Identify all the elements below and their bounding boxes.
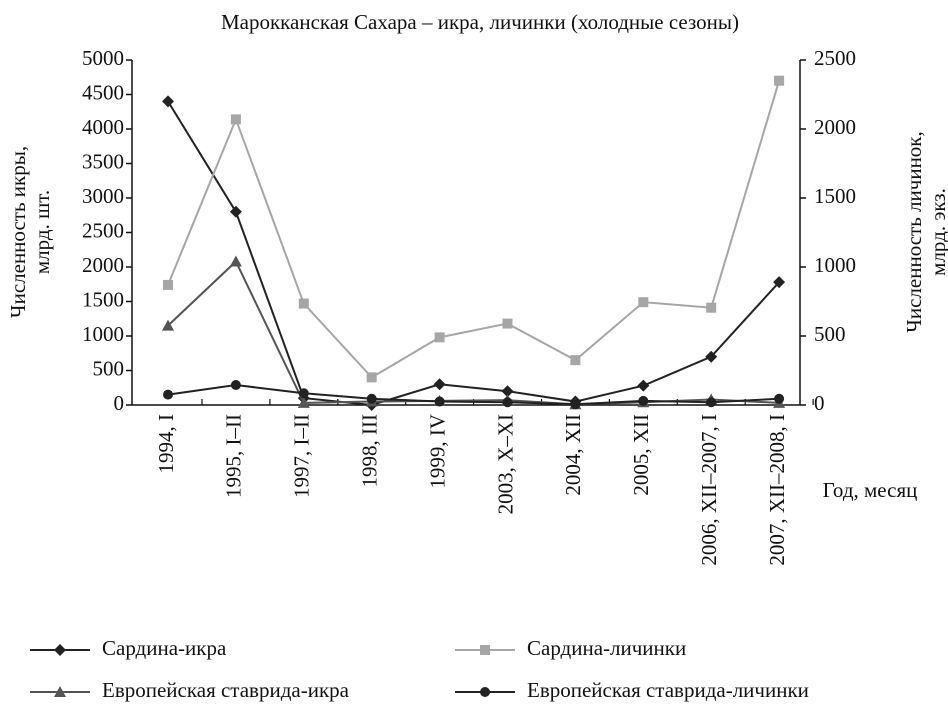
y2-tick-label: 2000 (814, 115, 856, 139)
marker (706, 397, 717, 408)
y-tick-label: 2500 (82, 218, 124, 242)
y-tick-label: 1500 (82, 287, 124, 311)
marker (366, 393, 377, 404)
marker (637, 379, 650, 392)
y-axis-label: Численность икры, (6, 146, 30, 318)
y2-tick-label: 1500 (814, 184, 856, 208)
marker (162, 95, 174, 108)
marker (480, 645, 490, 655)
marker (774, 75, 785, 86)
marker (162, 319, 174, 331)
marker (230, 379, 241, 390)
marker (298, 298, 309, 309)
y-tick-label: 2000 (82, 253, 124, 277)
legend-label: Сардина-икра (102, 636, 227, 660)
x-tick-label: 1994, I (154, 414, 178, 474)
marker (501, 385, 514, 398)
marker (570, 399, 581, 410)
marker (230, 114, 241, 125)
series-line (167, 100, 780, 407)
marker (774, 393, 785, 404)
y-tick-label: 5000 (82, 46, 124, 70)
y-tick-label: 0 (114, 391, 125, 415)
x-tick-label: 2006, XII–2007, I (697, 414, 721, 566)
series-line (167, 259, 780, 406)
x-tick-label: 1997, I–II (290, 414, 314, 498)
y2-axis-label: Численность личинок, (902, 131, 926, 333)
y2-axis-label: млрд. экз. (926, 188, 948, 276)
y2-tick-label: 500 (814, 322, 846, 346)
marker (570, 355, 581, 366)
y-tick-label: 3500 (82, 149, 124, 173)
marker (706, 302, 717, 313)
x-tick-label: 2007, XII–2008, I (765, 414, 789, 566)
marker (366, 372, 377, 383)
x-tick-label: 2004, XII (561, 414, 585, 496)
legend-label: Европейская ставрида-личинки (527, 678, 809, 702)
marker (502, 318, 513, 329)
x-tick-label: 2005, XII (629, 414, 653, 496)
marker (434, 332, 445, 343)
marker (298, 388, 309, 399)
marker (297, 396, 310, 408)
y-tick-label: 1000 (82, 322, 124, 346)
marker (773, 276, 786, 289)
series-line (167, 383, 780, 406)
marker (433, 378, 446, 391)
x-axis-label: Год, месяц (823, 478, 918, 502)
marker (638, 297, 649, 308)
x-tick-label: 2003, X–XI (493, 414, 517, 514)
y2-tick-label: 0 (814, 391, 825, 415)
marker (705, 350, 718, 363)
chart-title: Марокканская Сахара – икра, личинки (хол… (221, 10, 739, 34)
y-tick-label: 4500 (82, 80, 124, 104)
marker (163, 279, 173, 290)
y2-tick-label: 1000 (814, 253, 856, 277)
marker (163, 389, 173, 400)
legend-label: Европейская ставрида-икра (102, 678, 350, 702)
y-tick-label: 4000 (82, 115, 124, 139)
series-line (167, 80, 781, 379)
y-axis-label: млрд. шт. (30, 190, 54, 274)
marker (54, 644, 66, 656)
legend-label: Сардина-личинки (527, 636, 686, 660)
marker (54, 686, 66, 697)
marker (502, 397, 513, 408)
marker (229, 255, 242, 267)
marker (480, 687, 490, 697)
x-tick-label: 1995, I–II (222, 414, 246, 498)
x-tick-label: 1998, III (358, 414, 382, 487)
marker (434, 396, 445, 407)
x-tick-label: 1999, IV (425, 414, 449, 489)
y-tick-label: 500 (93, 356, 125, 380)
marker (638, 395, 649, 406)
y-tick-label: 3000 (82, 184, 124, 208)
marker (229, 205, 242, 218)
y2-tick-label: 2500 (814, 46, 856, 70)
